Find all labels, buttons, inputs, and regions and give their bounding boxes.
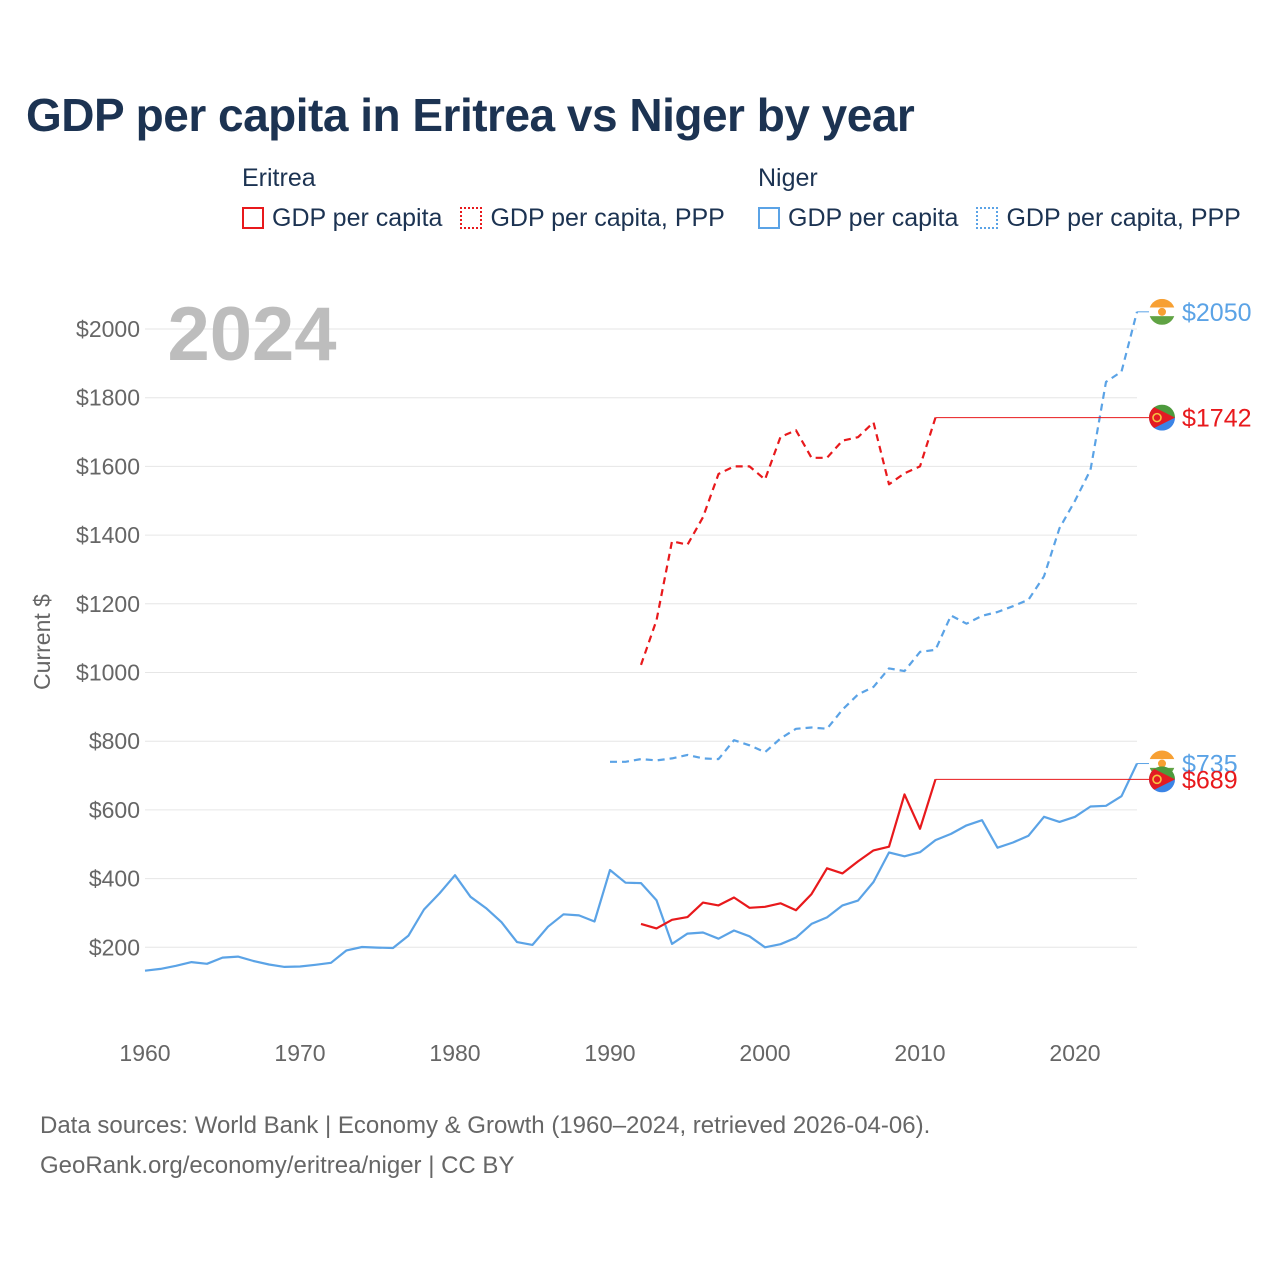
legend-group-eritrea: Eritrea GDP per capita GDP per capita, P… [242,160,743,240]
legend-item-niger-ppp[interactable]: GDP per capita, PPP [976,203,1241,233]
y-tick-label: $800 [89,728,140,754]
y-tick-label: $1000 [76,660,140,686]
legend-label: GDP per capita [788,203,959,232]
y-tick-label: $1400 [76,522,140,548]
series-line-0[interactable] [144,763,1138,972]
legend-swatch-niger-solid [758,207,780,229]
x-tick-label: 2020 [1049,1040,1100,1066]
y-tick-label: $400 [89,866,140,892]
eritrea-flag-icon [1149,404,1175,431]
y-tick-label: $2000 [76,316,140,342]
legend-group-niger: Niger GDP per capita GDP per capita, PPP [758,160,1259,240]
legend-item-niger-gdp[interactable]: GDP per capita [758,204,958,233]
legend-country-niger: Niger [758,164,818,192]
x-tick-label: 1970 [274,1040,325,1066]
data-source-text: Data sources: World Bank | Economy & Gro… [40,1112,931,1139]
y-tick-label: $1200 [76,591,140,617]
y-tick-label: $1600 [76,453,140,479]
x-tick-label: 1960 [119,1040,170,1066]
x-tick-label: 2000 [739,1040,790,1066]
legend-label: GDP per capita, PPP [490,203,725,232]
end-value-label: $2050 [1182,299,1252,327]
end-value-label: $735 [1182,751,1238,779]
footer: Data sources: World Bank | Economy & Gro… [40,1106,930,1186]
legend-label: GDP per capita [272,203,443,232]
series-line-1[interactable] [610,311,1139,763]
y-tick-label: $600 [89,797,140,823]
x-tick-label: 2010 [894,1040,945,1066]
legend-swatch-eritrea-dotted [460,207,483,229]
legend-item-eritrea-ppp[interactable]: GDP per capita, PPP [460,203,725,233]
y-axis-label: Current $ [29,594,55,690]
end-value-label: $689 [1182,766,1238,794]
legend-country-eritrea: Eritrea [242,164,316,192]
legend-label: GDP per capita, PPP [1006,203,1241,232]
series-line-3[interactable] [639,417,937,666]
chart-title: GDP per capita in Eritrea vs Niger by ye… [26,89,915,141]
x-tick-label: 1990 [584,1040,635,1066]
series-line-2[interactable] [640,778,937,930]
y-tick-label: $1800 [76,385,140,411]
year-badge: 2024 [167,292,336,377]
eritrea-flag-icon [1149,766,1175,793]
legend-swatch-eritrea-solid [242,207,264,229]
y-tick-label: $200 [89,934,140,960]
end-value-label: $1742 [1182,405,1252,433]
attribution-link[interactable]: GeoRank.org/economy/eritrea/niger | CC B… [40,1152,515,1179]
x-tick-label: 1980 [429,1040,480,1066]
niger-flag-icon [1149,298,1175,325]
legend-swatch-niger-dotted [976,207,999,229]
legend-item-eritrea-gdp[interactable]: GDP per capita [242,204,442,233]
